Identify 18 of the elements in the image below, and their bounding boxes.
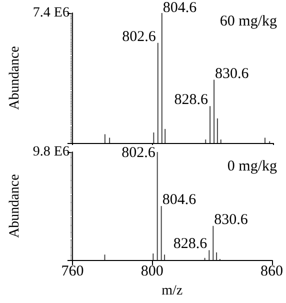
y-tick-label: 9.8 E6 — [32, 144, 70, 160]
annotation: 828.6 — [173, 236, 208, 252]
y-axis-title: Abundance — [8, 46, 22, 110]
annotation: 60 mg/kg — [220, 14, 278, 30]
x-tick-label: 760 — [61, 264, 84, 280]
annotation: 830.6 — [214, 212, 248, 228]
y-tick-label: 7.4 E6 — [32, 6, 70, 20]
annotation: 802.6 — [122, 145, 156, 161]
x-tick-label: 860 — [260, 264, 283, 280]
x-tick-label: 800 — [140, 264, 164, 280]
annotation: 804.6 — [162, 192, 197, 208]
annotation: 828.6 — [174, 92, 209, 108]
annotation: 804.6 — [162, 0, 198, 16]
annotation: 802.6 — [122, 28, 156, 45]
annotation: 830.6 — [215, 66, 250, 82]
annotation: 0 mg/kg — [227, 158, 278, 174]
y-axis-title: Abundance — [8, 174, 22, 238]
x-axis-title: m/z — [162, 284, 183, 298]
